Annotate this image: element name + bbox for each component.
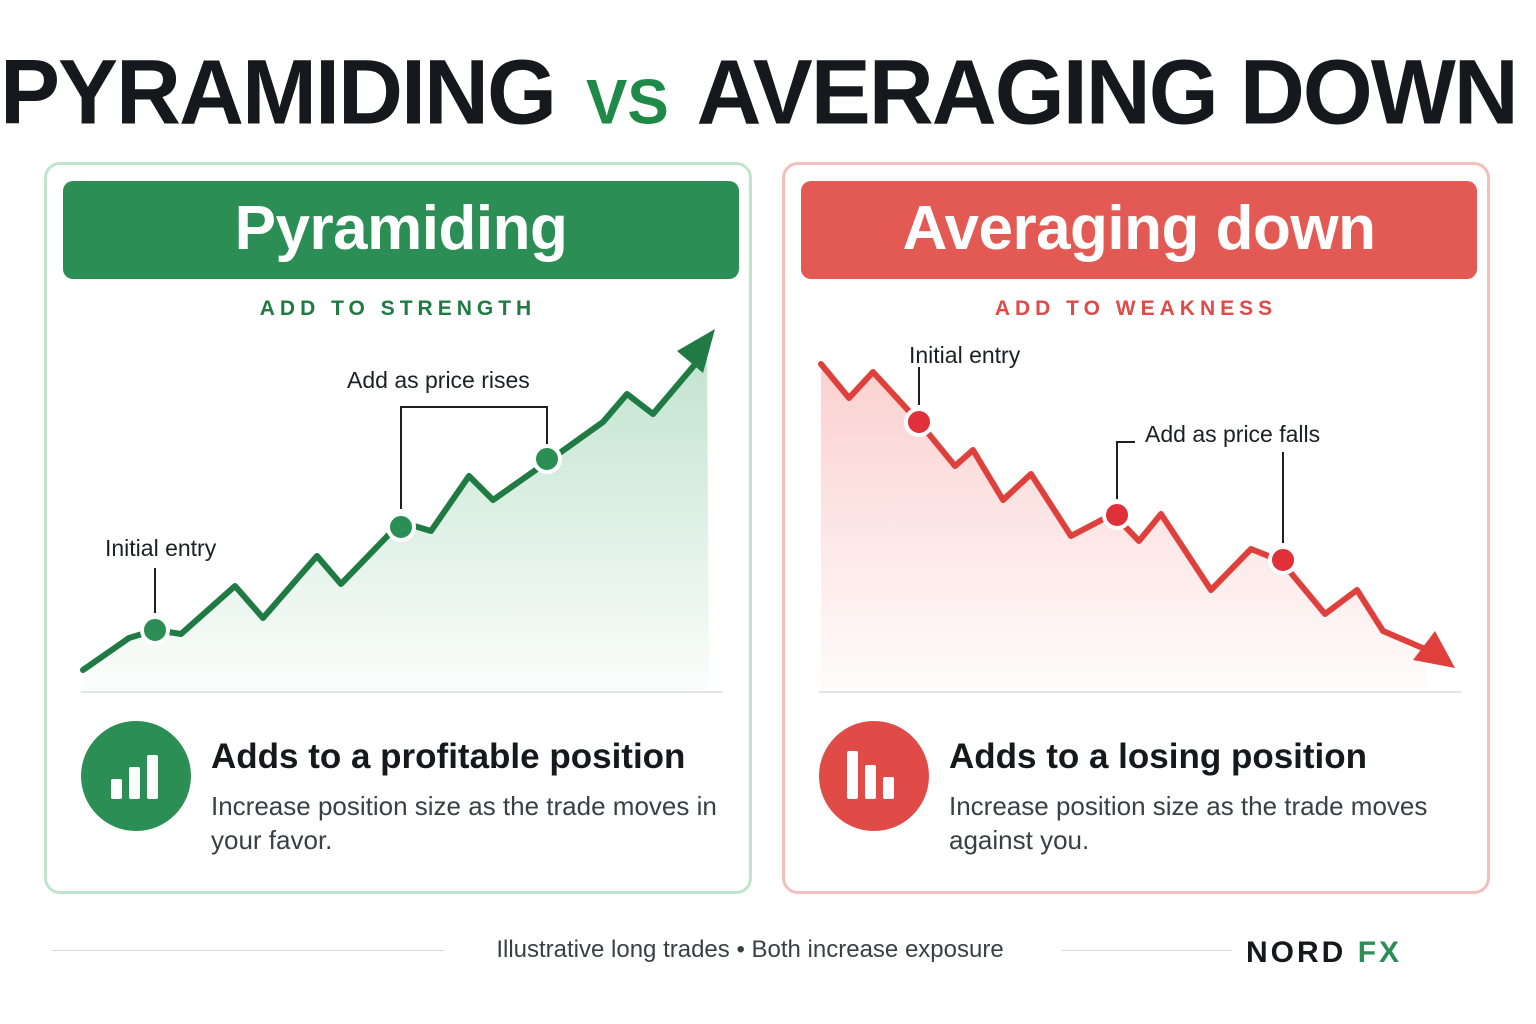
bar-chart-down-icon <box>819 721 929 831</box>
logo-accent-text: FX <box>1357 936 1403 969</box>
averaging-down-add-marker-1 <box>1102 500 1132 530</box>
footer-rule-left <box>52 950 444 951</box>
pyramiding-entry-marker <box>140 615 170 645</box>
averaging-down-chart: Initial entry Add as price falls <box>818 342 1455 690</box>
averaging-down-panel: Averaging down ADD TO WEAKNESS Initial e… <box>782 162 1490 894</box>
pyramiding-divider <box>81 691 723 693</box>
page-title: PYRAMIDING VS AVERAGING DOWN <box>0 41 1519 146</box>
footer-rule-right <box>1062 950 1232 951</box>
pyramiding-add-bracket <box>400 406 548 509</box>
averaging-down-initial-entry-label: Initial entry <box>909 342 1021 368</box>
pyramiding-initial-entry-label: Initial entry <box>105 535 217 561</box>
nordfx-logo: NORD FX <box>1246 936 1402 970</box>
averaging-down-heading: Averaging down <box>801 181 1477 279</box>
averaging-down-add-leader-1 <box>1116 441 1135 499</box>
pyramiding-chart: Initial entry Add as price rises <box>80 329 715 690</box>
pyramiding-panel: Pyramiding ADD TO STRENGTH Initial entry… <box>44 162 752 894</box>
pyramiding-subtitle: ADD TO STRENGTH <box>259 297 537 320</box>
averaging-down-entry-marker <box>904 407 934 437</box>
title-part-2: AVERAGING DOWN <box>696 41 1518 144</box>
logo-main-text: NORD <box>1246 936 1347 969</box>
pyramiding-point-title: Adds to a profitable position <box>211 737 686 776</box>
pyramiding-area-fill <box>83 346 709 690</box>
averaging-down-divider <box>819 691 1461 693</box>
title-vs: VS <box>586 67 669 138</box>
pyramiding-add-marker-1 <box>386 512 416 542</box>
averaging-down-subtitle: ADD TO WEAKNESS <box>994 297 1278 320</box>
title-part-1: PYRAMIDING <box>0 41 557 144</box>
pyramiding-add-label: Add as price rises <box>347 367 530 393</box>
pyramiding-heading: Pyramiding <box>63 181 739 279</box>
pyramiding-point-desc: Increase position size as the trade move… <box>211 791 717 855</box>
averaging-down-add-marker-2 <box>1268 545 1298 575</box>
footer-note: Illustrative long trades • Both increase… <box>496 936 1004 963</box>
averaging-down-point-title: Adds to a losing position <box>949 737 1368 776</box>
averaging-down-add-label: Add as price falls <box>1145 421 1320 447</box>
averaging-down-point-desc: Increase position size as the trade move… <box>949 791 1428 855</box>
pyramiding-up-arrowhead <box>677 329 715 373</box>
bar-chart-up-icon <box>81 721 191 831</box>
averaging-down-arrowhead <box>1413 631 1455 668</box>
pyramiding-add-marker-2 <box>532 444 562 474</box>
